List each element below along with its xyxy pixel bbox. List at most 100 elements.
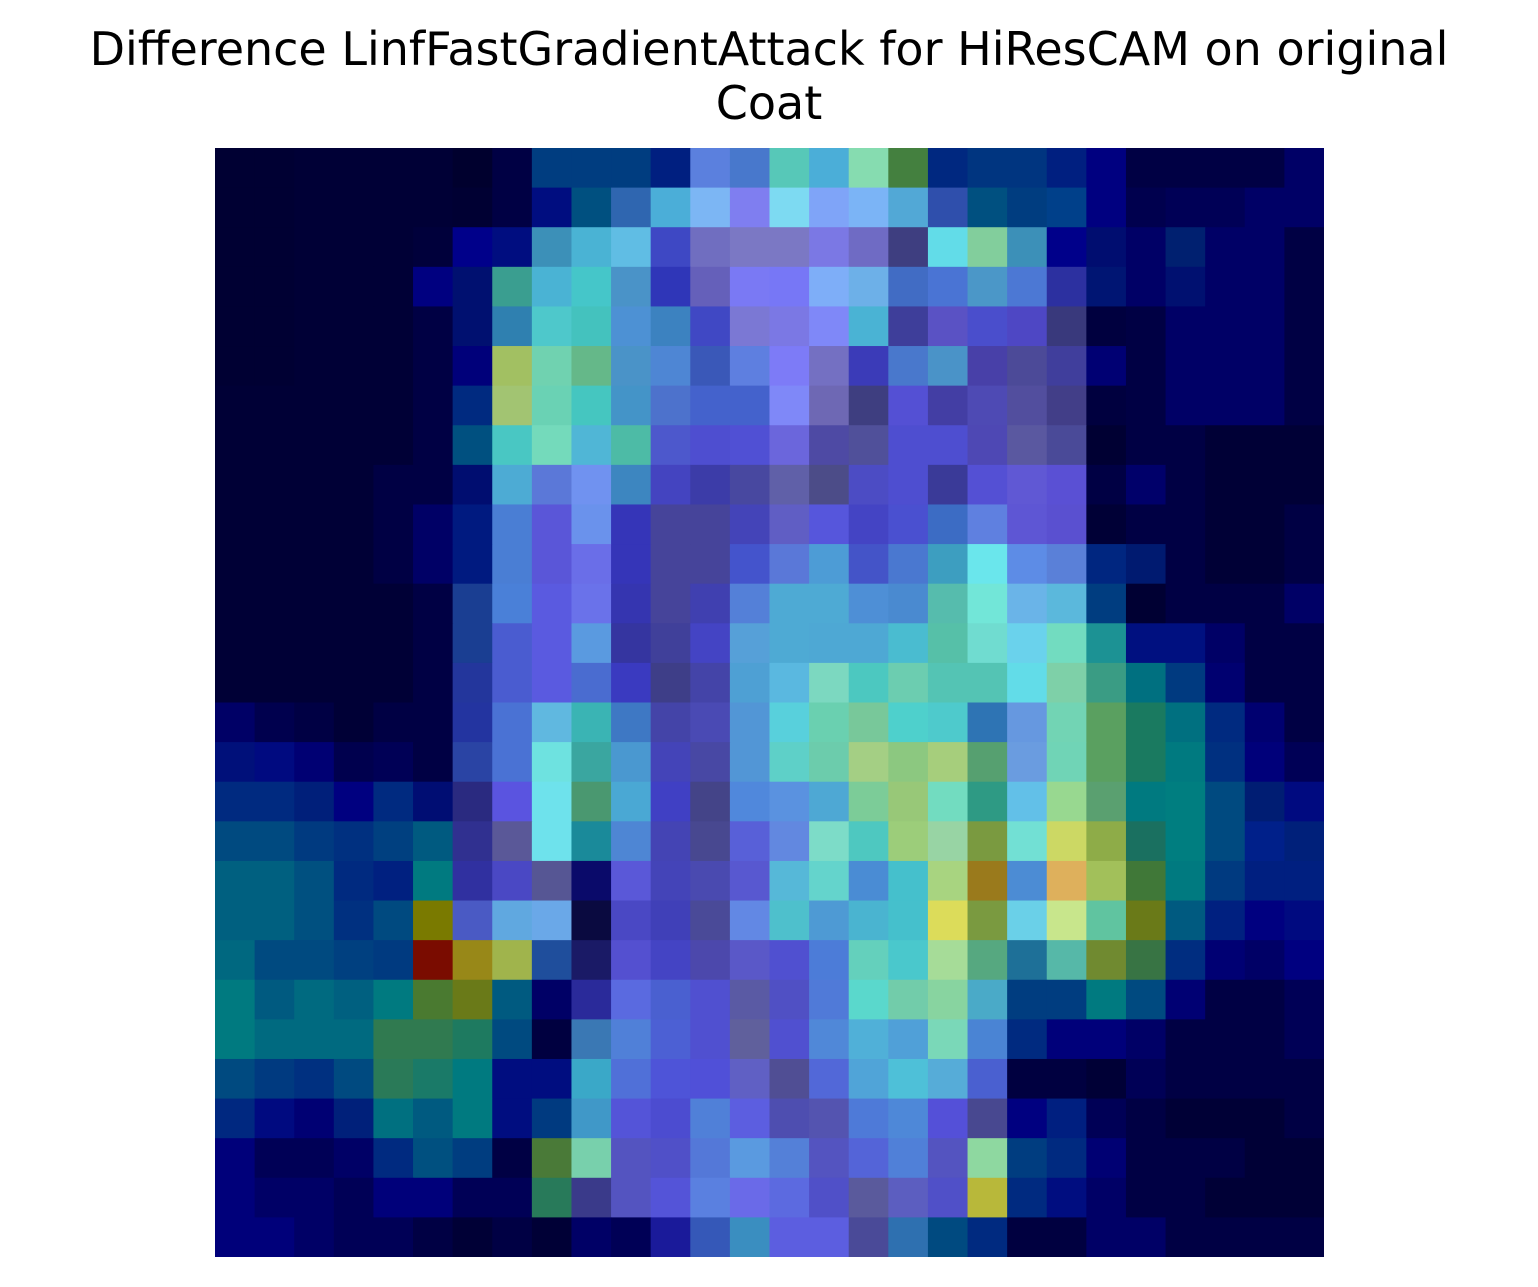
heatmap-cell-r16-c25 — [1205, 781, 1246, 822]
heatmap-cell-r24-c3 — [333, 1098, 375, 1139]
heatmap-cell-r27-c20 — [1007, 1217, 1048, 1257]
heatmap-cell-r17-c20 — [1007, 821, 1048, 862]
heatmap-cell-r5-c0 — [215, 346, 256, 387]
heatmap-cell-r19-c20 — [1007, 900, 1048, 941]
heatmap-cell-r25-c3 — [333, 1138, 375, 1179]
heatmap-cell-r18-c2 — [294, 860, 335, 902]
heatmap-cell-r15-c22 — [1086, 742, 1127, 783]
heatmap-cell-r27-c24 — [1165, 1217, 1206, 1257]
heatmap-cell-r7-c13 — [729, 425, 771, 466]
heatmap-cell-r25-c20 — [1007, 1138, 1048, 1179]
heatmap-cell-r2-c10 — [611, 227, 652, 268]
heatmap-cell-r9-c2 — [294, 504, 335, 545]
heatmap-cell-r13-c1 — [254, 662, 295, 704]
heatmap-cell-r8-c25 — [1205, 464, 1246, 506]
heatmap-cell-r25-c11 — [650, 1138, 691, 1179]
heatmap-cell-r14-c9 — [571, 702, 612, 743]
heatmap-cell-r24-c7 — [492, 1098, 533, 1139]
heatmap-cell-r3-c23 — [1125, 266, 1167, 308]
heatmap-cell-r19-c8 — [531, 900, 573, 941]
heatmap-cell-r25-c5 — [413, 1138, 454, 1179]
heatmap-cell-r2-c8 — [531, 227, 573, 268]
heatmap-cell-r17-c26 — [1244, 821, 1285, 862]
heatmap-cell-r8-c4 — [373, 464, 414, 506]
heatmap-cell-r22-c17 — [888, 1019, 929, 1060]
heatmap-cell-r1-c6 — [452, 187, 493, 228]
heatmap-cell-r20-c14 — [769, 940, 810, 981]
heatmap-cell-r10-c5 — [413, 544, 454, 585]
heatmap-cell-r26-c19 — [967, 1177, 1008, 1218]
heatmap-cell-r24-c14 — [769, 1098, 810, 1139]
heatmap-cell-r12-c0 — [215, 623, 256, 664]
heatmap-cell-r12-c3 — [333, 623, 375, 664]
heatmap-cell-r4-c8 — [531, 306, 573, 347]
heatmap-cell-r24-c9 — [571, 1098, 612, 1139]
heatmap-cell-r27-c0 — [215, 1217, 256, 1257]
heatmap-cell-r3-c17 — [888, 266, 929, 308]
heatmap-cell-r24-c10 — [611, 1098, 652, 1139]
heatmap-cell-r20-c2 — [294, 940, 335, 981]
heatmap-cell-r11-c13 — [729, 583, 771, 624]
heatmap-cell-r4-c19 — [967, 306, 1008, 347]
heatmap-cell-r26-c1 — [254, 1177, 295, 1218]
heatmap-cell-r25-c0 — [215, 1138, 256, 1179]
heatmap-cell-r11-c16 — [848, 583, 889, 624]
heatmap-cell-r8-c18 — [927, 464, 969, 506]
heatmap-cell-r13-c13 — [729, 662, 771, 704]
heatmap-cell-r8-c5 — [413, 464, 454, 506]
heatmap-cell-r15-c19 — [967, 742, 1008, 783]
heatmap-cell-r27-c25 — [1205, 1217, 1246, 1257]
heatmap-cell-r27-c2 — [294, 1217, 335, 1257]
heatmap-cell-r26-c25 — [1205, 1177, 1246, 1218]
heatmap-cell-r0-c25 — [1205, 148, 1246, 189]
heatmap-cell-r9-c20 — [1007, 504, 1048, 545]
heatmap-cell-r12-c24 — [1165, 623, 1206, 664]
heatmap-cell-r21-c11 — [650, 979, 691, 1020]
heatmap-cell-r10-c2 — [294, 544, 335, 585]
heatmap-cell-r13-c16 — [848, 662, 889, 704]
heatmap-cell-r24-c17 — [888, 1098, 929, 1139]
heatmap-cell-r8-c11 — [650, 464, 691, 506]
heatmap-cell-r16-c13 — [729, 781, 771, 822]
heatmap-cell-r11-c8 — [531, 583, 573, 624]
heatmap-cell-r11-c18 — [927, 583, 969, 624]
heatmap-cell-r19-c27 — [1284, 900, 1324, 941]
heatmap-cell-r9-c4 — [373, 504, 414, 545]
heatmap-cell-r15-c26 — [1244, 742, 1285, 783]
heatmap-cell-r6-c10 — [611, 385, 652, 426]
heatmap-cell-r15-c4 — [373, 742, 414, 783]
heatmap-cell-r19-c25 — [1205, 900, 1246, 941]
heatmap-cell-r4-c14 — [769, 306, 810, 347]
heatmap-cell-r4-c25 — [1205, 306, 1246, 347]
heatmap-cell-r24-c13 — [729, 1098, 771, 1139]
heatmap-cell-r13-c19 — [967, 662, 1008, 704]
heatmap-cell-r22-c1 — [254, 1019, 295, 1060]
heatmap-cell-r13-c21 — [1046, 662, 1087, 704]
heatmap-cell-r6-c6 — [452, 385, 493, 426]
heatmap-cell-r27-c8 — [531, 1217, 573, 1257]
heatmap-cell-r17-c23 — [1125, 821, 1167, 862]
heatmap-cell-r21-c10 — [611, 979, 652, 1020]
heatmap-cell-r16-c17 — [888, 781, 929, 822]
heatmap-cell-r0-c27 — [1284, 148, 1324, 189]
heatmap-cell-r15-c8 — [531, 742, 573, 783]
heatmap-cell-r13-c18 — [927, 662, 969, 704]
heatmap-cell-r22-c2 — [294, 1019, 335, 1060]
heatmap-cell-r3-c2 — [294, 266, 335, 308]
heatmap-cell-r18-c14 — [769, 860, 810, 902]
heatmap-cell-r6-c24 — [1165, 385, 1206, 426]
heatmap-cell-r21-c5 — [413, 979, 454, 1020]
heatmap-cell-r21-c27 — [1284, 979, 1324, 1020]
heatmap-cell-r18-c0 — [215, 860, 256, 902]
heatmap-cell-r4-c1 — [254, 306, 295, 347]
heatmap-cell-r16-c2 — [294, 781, 335, 822]
heatmap-cell-r10-c14 — [769, 544, 810, 585]
heatmap-cell-r27-c17 — [888, 1217, 929, 1257]
heatmap-cell-r18-c22 — [1086, 860, 1127, 902]
heatmap-cell-r8-c9 — [571, 464, 612, 506]
heatmap-cell-r3-c19 — [967, 266, 1008, 308]
heatmap-cell-r2-c13 — [729, 227, 771, 268]
heatmap-cell-r26-c13 — [729, 1177, 771, 1218]
heatmap-cell-r23-c12 — [690, 1058, 731, 1100]
heatmap-cell-r16-c24 — [1165, 781, 1206, 822]
